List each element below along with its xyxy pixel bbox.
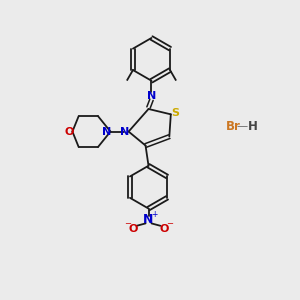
- Text: −: −: [166, 219, 173, 228]
- Text: —: —: [237, 121, 248, 131]
- Text: +: +: [151, 210, 158, 219]
- Text: S: S: [171, 108, 179, 118]
- Text: N: N: [102, 127, 112, 136]
- Text: O: O: [159, 224, 169, 234]
- Text: N: N: [120, 127, 129, 136]
- Text: O: O: [64, 127, 74, 136]
- Text: N: N: [143, 213, 154, 226]
- Text: O: O: [128, 224, 138, 234]
- Text: Br: Br: [226, 120, 241, 133]
- Text: N: N: [147, 91, 156, 101]
- Text: H: H: [248, 120, 257, 133]
- Text: −: −: [124, 219, 131, 228]
